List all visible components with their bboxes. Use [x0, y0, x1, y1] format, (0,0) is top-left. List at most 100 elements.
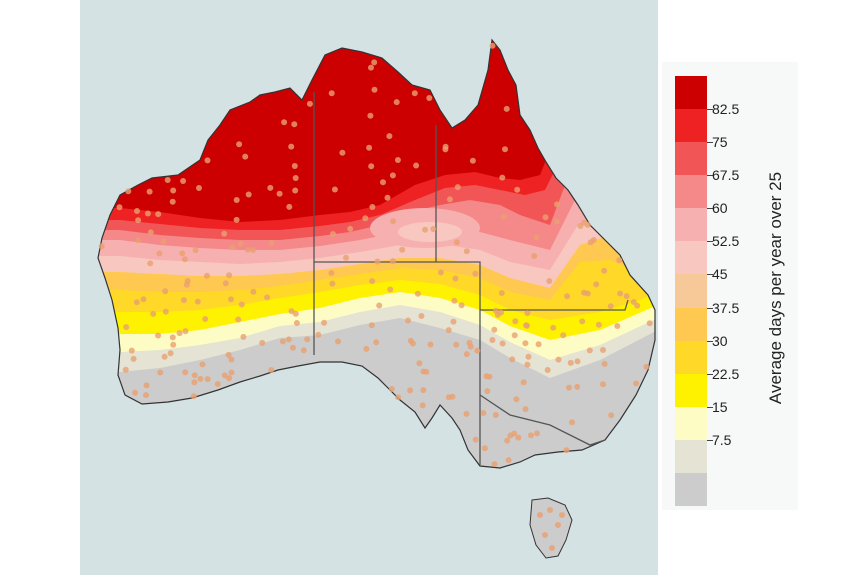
station-dot — [190, 393, 197, 400]
station-dot — [472, 270, 479, 277]
station-dot — [505, 457, 512, 464]
legend-tick — [707, 340, 713, 342]
legend-swatch — [675, 109, 707, 143]
station-dot — [559, 512, 565, 518]
station-dot — [542, 532, 548, 538]
station-dot — [123, 324, 130, 331]
station-dot — [452, 275, 459, 282]
station-dot — [469, 157, 476, 164]
station-dot — [502, 146, 508, 153]
station-dot — [221, 230, 228, 237]
legend: Average days per year over 25 82.5 75 67.5… — [662, 62, 798, 510]
legend-tick — [707, 439, 713, 441]
station-dot — [116, 204, 123, 211]
station-dot — [413, 162, 420, 169]
station-dot — [289, 344, 296, 351]
station-dot — [304, 336, 311, 343]
station-dot — [522, 340, 529, 347]
station-dot — [416, 360, 423, 367]
state-borders — [313, 92, 629, 465]
station-dot — [566, 384, 572, 391]
station-dot — [147, 260, 154, 267]
legend-tick-label: 22.5 — [712, 365, 740, 382]
station-dot — [233, 197, 240, 203]
station-dot — [240, 333, 247, 340]
station-dot — [389, 172, 396, 179]
station-dot — [555, 356, 562, 363]
station-dot — [146, 188, 153, 195]
legend-tick-label: 60 — [712, 200, 728, 217]
station-dot — [523, 322, 530, 329]
station-dot — [446, 196, 453, 203]
station-dot — [288, 308, 295, 315]
legend-tick — [707, 307, 713, 309]
station-dot — [600, 381, 606, 388]
station-dot — [135, 237, 141, 244]
station-dot — [393, 99, 400, 106]
station-dot — [134, 208, 140, 214]
station-dot — [525, 353, 532, 360]
station-dot — [601, 360, 608, 367]
station-dot — [595, 321, 602, 328]
station-dot — [564, 293, 571, 300]
station-dot — [267, 184, 274, 191]
station-dot — [453, 239, 460, 246]
station-dot — [451, 297, 458, 304]
station-dot — [135, 217, 142, 224]
station-dot — [167, 350, 174, 357]
station-dot — [259, 339, 266, 346]
station-dot — [155, 332, 162, 339]
station-dot — [279, 338, 286, 345]
station-dot — [368, 163, 375, 170]
station-dot — [450, 318, 457, 325]
station-dot — [164, 177, 171, 183]
station-dot — [489, 42, 496, 49]
legend-swatch — [675, 472, 707, 507]
station-dot — [560, 332, 567, 339]
station-dot — [285, 336, 292, 343]
station-dot — [483, 373, 490, 380]
station-dot — [228, 369, 235, 376]
legend-swatch — [675, 175, 707, 209]
station-dot — [291, 121, 298, 128]
station-dot — [601, 267, 608, 274]
station-dot — [268, 240, 275, 247]
station-dot — [472, 436, 479, 443]
station-dot — [181, 256, 188, 263]
station-dot — [368, 64, 374, 71]
station-dot — [547, 507, 553, 513]
legend-tick-label: 82.5 — [712, 101, 740, 118]
station-dot — [492, 412, 499, 418]
station-dot — [499, 340, 506, 347]
legend-tick-label: 45 — [712, 266, 728, 283]
station-dot — [384, 194, 391, 201]
station-dot — [140, 296, 147, 303]
station-dot — [202, 316, 209, 322]
station-dot — [226, 272, 233, 279]
station-dot — [498, 290, 505, 296]
station-dot — [407, 337, 414, 344]
station-dot — [474, 347, 481, 354]
station-dot — [634, 302, 641, 309]
station-dot — [491, 461, 498, 468]
station-dot — [288, 143, 295, 150]
station-dot — [286, 203, 293, 210]
station-dot — [225, 351, 232, 358]
station-dot — [250, 288, 257, 295]
station-dot — [481, 445, 488, 452]
station-dot — [233, 216, 240, 223]
station-dot — [419, 402, 426, 409]
station-dot — [491, 326, 498, 333]
station-dot — [221, 372, 228, 379]
station-dot — [157, 369, 164, 376]
station-dot — [511, 332, 518, 339]
station-dot — [555, 522, 561, 528]
station-dot — [347, 225, 354, 232]
station-dot — [369, 204, 376, 210]
station-dot — [395, 394, 402, 401]
station-dot — [98, 243, 105, 250]
station-dot — [293, 320, 300, 326]
station-dot — [169, 334, 176, 341]
station-dot — [204, 376, 211, 383]
station-dot — [380, 179, 386, 186]
